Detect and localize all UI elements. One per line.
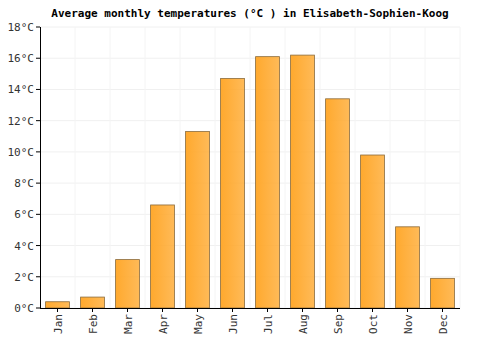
x-tick-label: Dec	[437, 314, 450, 334]
x-tick-label: Aug	[297, 314, 310, 334]
grid-line-vertical	[285, 27, 286, 308]
x-tick	[232, 308, 233, 312]
bar	[361, 155, 385, 308]
x-axis	[40, 308, 460, 309]
x-tick	[372, 308, 373, 312]
bar	[291, 55, 315, 308]
x-tick-label: Jan	[52, 314, 65, 334]
bar	[396, 227, 420, 308]
y-tick-label: 8°C	[14, 177, 34, 190]
grid-line-vertical	[145, 27, 146, 308]
x-tick-label: Mar	[122, 314, 135, 334]
bar	[81, 297, 105, 308]
y-tick	[36, 58, 40, 59]
x-tick	[197, 308, 198, 312]
bar	[116, 260, 140, 308]
x-tick	[407, 308, 408, 312]
x-tick	[337, 308, 338, 312]
y-tick	[36, 183, 40, 184]
x-tick-label: Apr	[157, 314, 170, 334]
grid-line-vertical	[460, 27, 461, 308]
bar	[326, 99, 350, 308]
grid-line-vertical	[250, 27, 251, 308]
y-tick-label: 10°C	[8, 146, 35, 159]
y-tick-label: 2°C	[14, 271, 34, 284]
x-tick	[127, 308, 128, 312]
bar	[431, 278, 455, 308]
y-tick-label: 4°C	[14, 240, 34, 253]
x-tick-label: Jun	[227, 314, 240, 334]
x-tick	[267, 308, 268, 312]
x-tick	[302, 308, 303, 312]
y-tick	[36, 276, 40, 277]
y-tick-label: 0°C	[14, 302, 34, 315]
bars	[46, 55, 455, 308]
y-axis	[40, 27, 41, 308]
x-tick-label: May	[192, 314, 205, 334]
bar	[256, 57, 280, 308]
grid-line-vertical	[180, 27, 181, 308]
y-tick	[36, 27, 40, 28]
y-tick	[36, 308, 40, 309]
bar	[221, 79, 245, 308]
x-tick-label: Oct	[367, 314, 380, 334]
y-tick-label: 18°C	[8, 21, 35, 34]
chart: Average monthly temperatures (°C ) in El…	[0, 0, 500, 350]
y-tick	[36, 151, 40, 152]
grid-line-vertical	[425, 27, 426, 308]
x-tick-label: Jul	[262, 314, 275, 334]
y-tick	[36, 214, 40, 215]
y-tick-label: 12°C	[8, 115, 35, 128]
x-tick-label: Nov	[402, 314, 415, 334]
bar	[46, 302, 70, 308]
x-tick-label: Feb	[87, 314, 100, 334]
x-tick	[442, 308, 443, 312]
y-tick-label: 16°C	[8, 52, 35, 65]
x-tick-label: Sep	[332, 314, 345, 334]
grid-line-vertical	[110, 27, 111, 308]
x-tick	[92, 308, 93, 312]
grid-line-vertical	[215, 27, 216, 308]
y-tick	[36, 245, 40, 246]
grid-line-vertical	[390, 27, 391, 308]
bar	[186, 132, 210, 308]
grid-line-vertical	[320, 27, 321, 308]
grid-line-vertical	[75, 27, 76, 308]
y-tick-label: 14°C	[8, 83, 35, 96]
x-tick	[57, 308, 58, 312]
bar	[151, 205, 175, 308]
y-tick	[36, 89, 40, 90]
grid-line-vertical	[355, 27, 356, 308]
x-tick	[162, 308, 163, 312]
title: Average monthly temperatures (°C ) in El…	[51, 7, 448, 20]
y-tick-label: 6°C	[14, 208, 34, 221]
y-tick	[36, 120, 40, 121]
